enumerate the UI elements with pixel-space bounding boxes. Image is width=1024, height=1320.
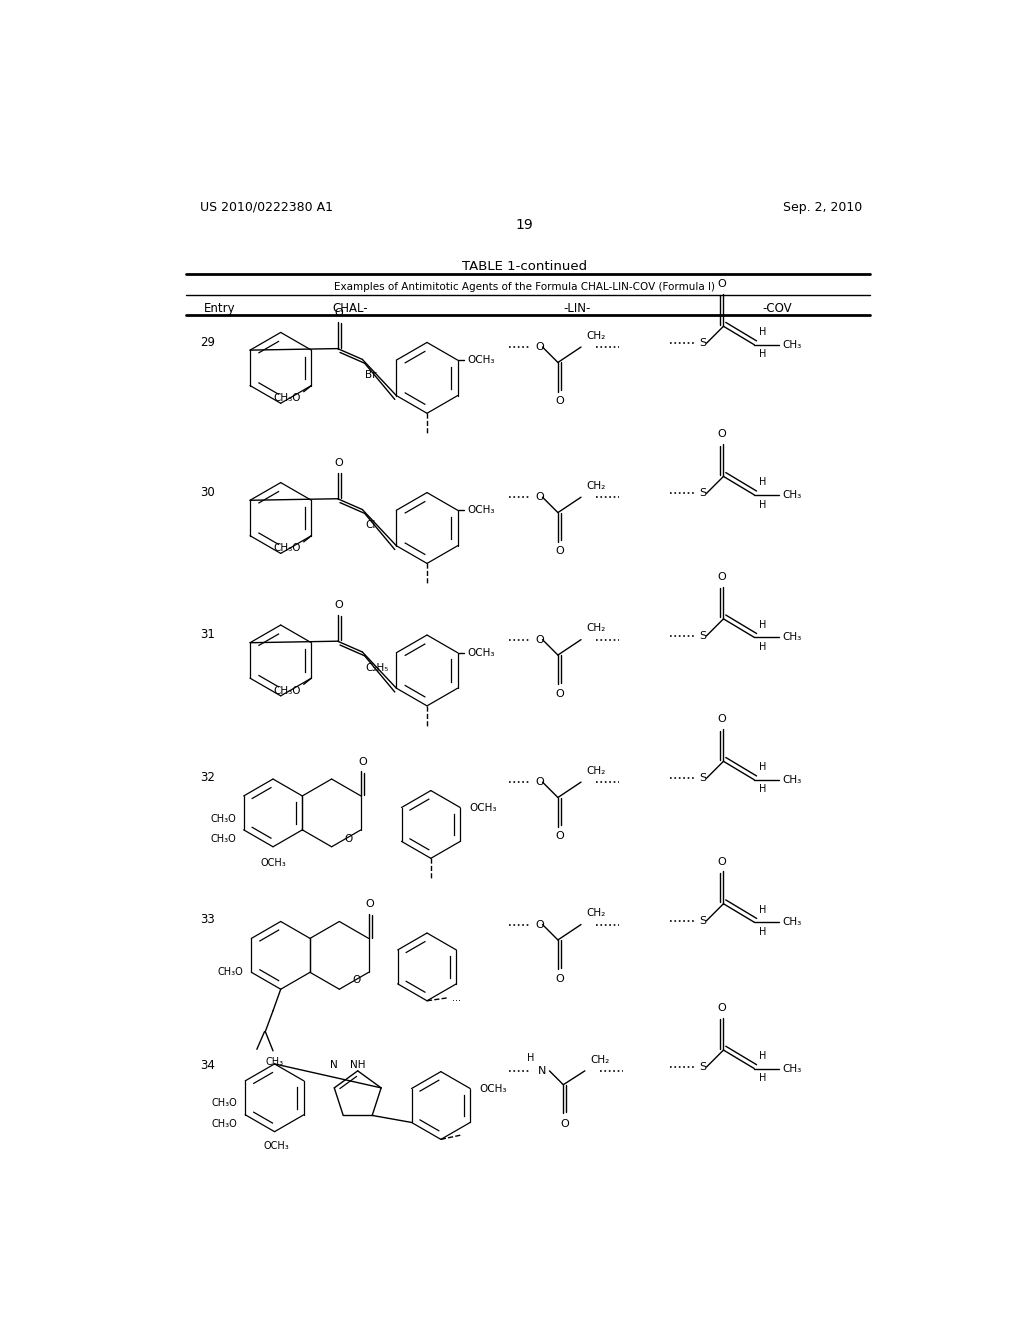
Text: H: H: [759, 1073, 766, 1084]
Text: O: O: [555, 396, 564, 407]
Text: Br: Br: [366, 370, 377, 380]
Text: -LIN-: -LIN-: [563, 302, 591, 315]
Text: CH₃O: CH₃O: [273, 393, 301, 403]
Text: O: O: [718, 1003, 726, 1014]
Text: Examples of Antimitotic Agents of the Formula CHAL-LIN-COV (Formula I): Examples of Antimitotic Agents of the Fo…: [334, 281, 716, 292]
Text: OCH₃: OCH₃: [469, 803, 497, 813]
Text: O: O: [718, 280, 726, 289]
Text: S: S: [698, 338, 706, 348]
Text: 32: 32: [200, 771, 215, 784]
Text: H: H: [759, 642, 766, 652]
Text: O: O: [555, 974, 564, 983]
Text: TABLE 1-continued: TABLE 1-continued: [462, 260, 588, 273]
Text: CH₃: CH₃: [782, 775, 801, 785]
Text: H: H: [759, 499, 766, 510]
Text: H: H: [759, 350, 766, 359]
Text: 29: 29: [200, 335, 215, 348]
Text: -COV: -COV: [763, 302, 793, 315]
Text: OCH₃: OCH₃: [263, 1140, 289, 1151]
Text: O: O: [555, 689, 564, 698]
Text: S: S: [698, 774, 706, 783]
Text: O: O: [366, 899, 375, 909]
Text: CH₃: CH₃: [782, 917, 801, 927]
Text: C₂H₅: C₂H₅: [366, 663, 389, 673]
Text: O: O: [335, 308, 344, 318]
Text: O: O: [718, 857, 726, 867]
Text: 33: 33: [200, 913, 215, 927]
Text: O: O: [335, 458, 344, 469]
Text: CH₃: CH₃: [265, 1057, 284, 1067]
Text: CH₂: CH₂: [587, 331, 605, 341]
Text: CHAL-: CHAL-: [332, 302, 368, 315]
Text: Cl: Cl: [366, 520, 376, 531]
Text: CH₃O: CH₃O: [273, 686, 301, 696]
Text: CH₃: CH₃: [782, 632, 801, 643]
Text: CH₃O: CH₃O: [212, 1119, 238, 1129]
Text: O: O: [718, 714, 726, 725]
Text: NH: NH: [350, 1060, 366, 1069]
Text: OCH₃: OCH₃: [467, 506, 495, 515]
Text: O: O: [718, 429, 726, 440]
Text: OCH₃: OCH₃: [467, 648, 495, 657]
Text: H: H: [759, 927, 766, 937]
Text: H: H: [759, 762, 766, 772]
Text: CH₃O: CH₃O: [210, 834, 236, 843]
Text: O: O: [560, 1118, 569, 1129]
Text: CH₂: CH₂: [587, 623, 605, 634]
Text: O: O: [536, 342, 545, 352]
Text: US 2010/0222380 A1: US 2010/0222380 A1: [200, 201, 333, 214]
Text: CH₃O: CH₃O: [210, 814, 236, 824]
Text: O: O: [555, 546, 564, 557]
Text: CH₂: CH₂: [590, 1055, 609, 1065]
Text: H: H: [527, 1053, 535, 1063]
Text: CH₂: CH₂: [587, 766, 605, 776]
Text: S: S: [698, 631, 706, 640]
Text: CH₂: CH₂: [587, 480, 605, 491]
Text: 34: 34: [200, 1059, 215, 1072]
Text: CH₃O: CH₃O: [273, 544, 301, 553]
Text: S: S: [698, 1063, 706, 1072]
Text: OCH₃: OCH₃: [467, 355, 495, 366]
Text: ...: ...: [452, 993, 461, 1003]
Text: H: H: [759, 619, 766, 630]
Text: O: O: [718, 572, 726, 582]
Text: O: O: [536, 492, 545, 502]
Text: S: S: [698, 916, 706, 925]
Text: 31: 31: [200, 628, 215, 642]
Text: H: H: [759, 327, 766, 337]
Text: Entry: Entry: [204, 302, 236, 315]
Text: O: O: [335, 601, 344, 610]
Text: N: N: [331, 1060, 338, 1069]
Text: S: S: [698, 488, 706, 499]
Text: Sep. 2, 2010: Sep. 2, 2010: [782, 201, 862, 214]
Text: CH₃O: CH₃O: [218, 968, 244, 977]
Text: O: O: [358, 756, 367, 767]
Text: CH₃: CH₃: [782, 1064, 801, 1073]
Text: O: O: [555, 832, 564, 841]
Text: O: O: [344, 834, 352, 845]
Text: H: H: [759, 478, 766, 487]
Text: O: O: [536, 777, 545, 787]
Text: OCH₃: OCH₃: [260, 858, 286, 867]
Text: O: O: [536, 635, 545, 644]
Text: CH₂: CH₂: [587, 908, 605, 919]
Text: CH₃: CH₃: [782, 490, 801, 500]
Text: CH₃: CH₃: [782, 339, 801, 350]
Text: CH₃O: CH₃O: [212, 1098, 238, 1109]
Text: H: H: [759, 1051, 766, 1061]
Text: H: H: [759, 784, 766, 795]
Text: H: H: [759, 904, 766, 915]
Text: OCH₃: OCH₃: [479, 1084, 507, 1093]
Text: O: O: [536, 920, 545, 929]
Text: N: N: [539, 1065, 547, 1076]
Text: 30: 30: [200, 486, 215, 499]
Text: O: O: [352, 975, 360, 985]
Text: 19: 19: [516, 218, 534, 232]
